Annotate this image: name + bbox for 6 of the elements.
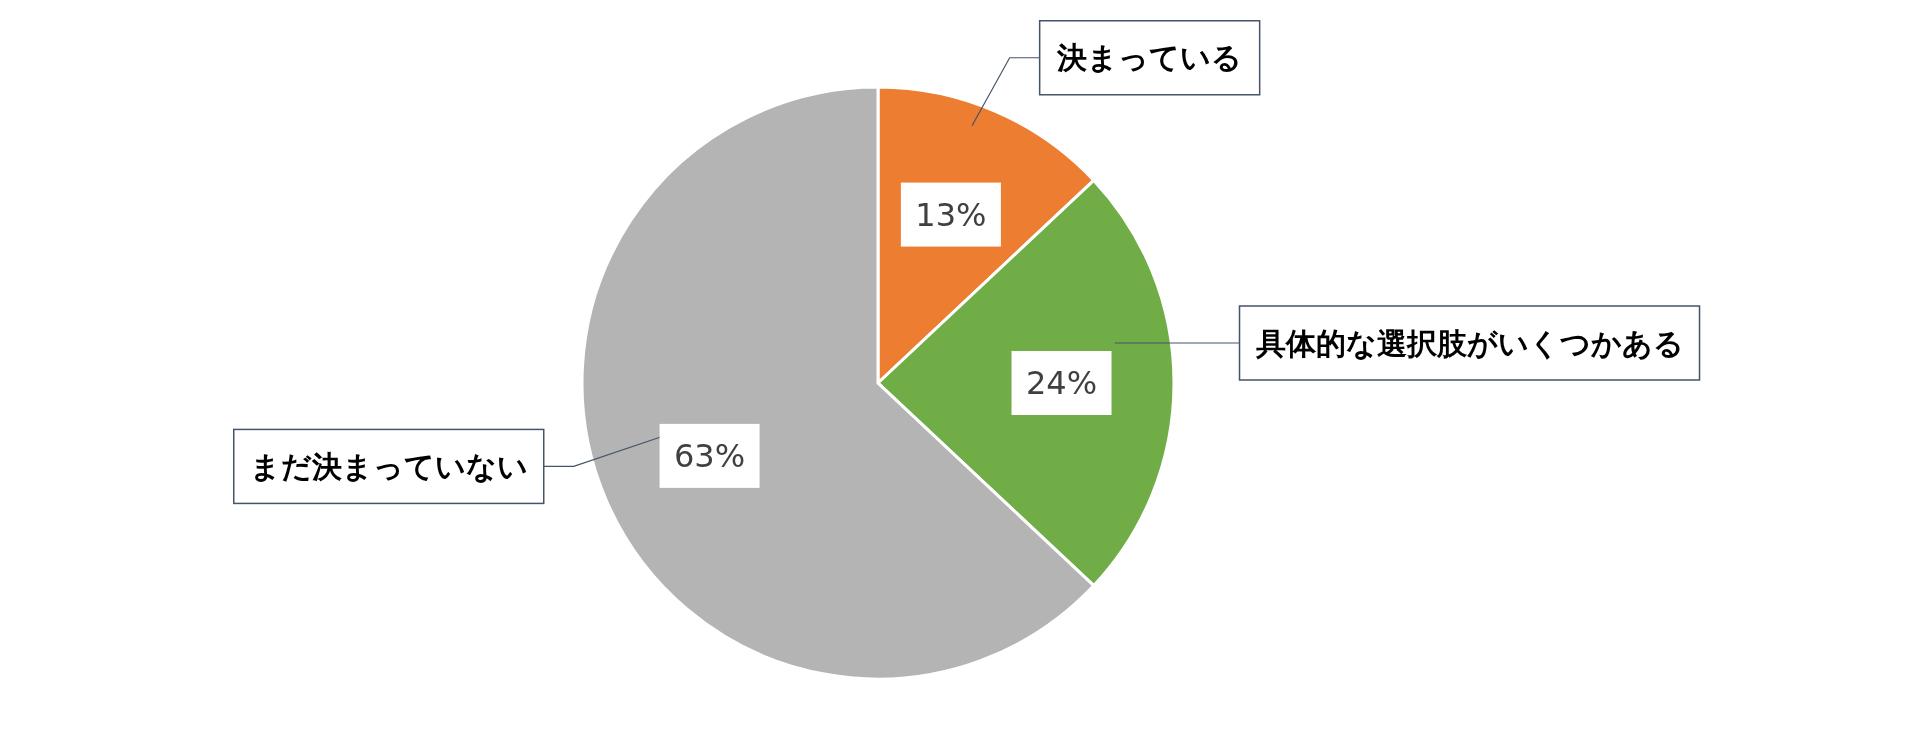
slice-label: まだ決まっていない — [249, 448, 528, 484]
slice-label: 決まっている — [1056, 40, 1243, 76]
data-label: 24% — [1025, 364, 1098, 402]
data-label: 13% — [915, 195, 987, 234]
slice-label: 具体的な選択肢がいくつかある — [1254, 325, 1684, 361]
data-label: 63% — [674, 436, 746, 475]
